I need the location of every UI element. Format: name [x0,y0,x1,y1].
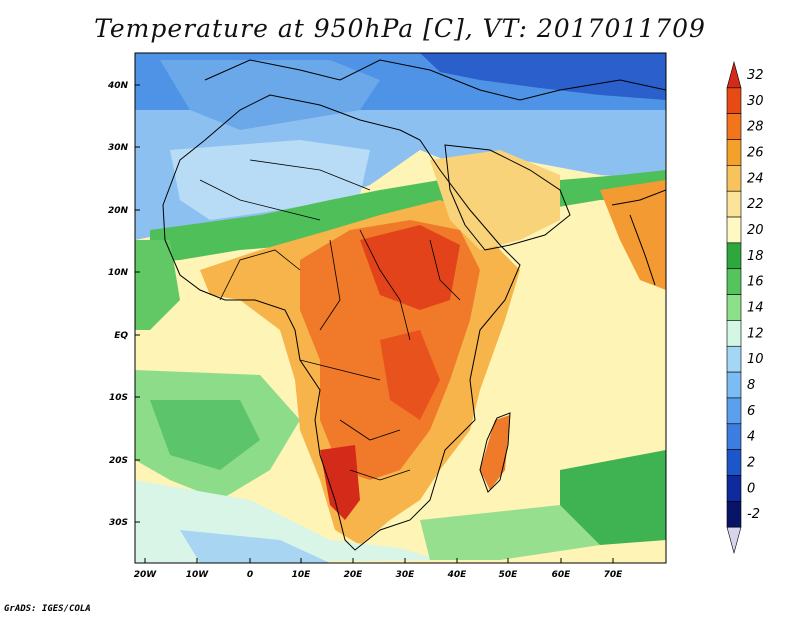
field-green-south-indian [560,450,666,545]
x-tick-label: 20W [134,570,158,580]
colorbar-label: 30 [747,94,764,109]
x-tick-label: 60E [552,570,572,580]
colorbar-swatch [726,501,742,528]
field-arabia [430,150,560,250]
colorbar-swatch [726,423,742,450]
plot-frame [134,52,667,564]
x-tick-label: 0 [247,570,253,580]
colorbar-swatch [726,139,742,166]
colorbar-swatch [726,475,742,502]
field-darkblue-north [420,53,666,100]
field-very-hot [360,225,460,310]
colorbar-swatch [726,190,742,218]
field-lightblue-sahara [170,140,370,220]
y-tick-label: 30S [109,518,128,528]
field-bluish-south [180,530,330,563]
colorbar-label: 2 [747,456,755,471]
colorbar-label: 6 [747,404,755,419]
x-tick-label: 20E [344,570,364,580]
africa-coastline [162,94,521,551]
colorbar-label: 26 [747,145,764,160]
colorbar-label: 8 [747,378,755,393]
colorbar-swatch [726,371,742,399]
madagascar-coastline [479,412,511,493]
colorbar-label: 28 [747,120,764,135]
arabia-coastline [444,144,571,251]
map-field [135,53,666,563]
x-tick-label: 50E [499,570,519,580]
europe-coastline [204,59,666,101]
colorbar-swatch [726,345,742,373]
colorbar-label: 20 [747,223,764,238]
field-green-atlantic [135,240,180,330]
y-tick-label: 20S [109,456,128,466]
colorbar-label: 0 [747,481,755,496]
y-tick-label: 10S [109,393,128,403]
colorbar-swatch [726,268,742,295]
colorbar-swatch [726,526,742,555]
x-tick-label: 70E [604,570,624,580]
y-tick-label: EQ [114,331,128,341]
field-very-hot-south [320,445,360,520]
colorbar-label: 14 [747,301,764,316]
map-title: Temperature at 950hPa [C], VT: 201701170… [94,14,706,43]
colorbar-swatch [726,113,742,140]
footer-credit: GrADS: IGES/COLA [4,604,91,614]
y-tick-label: 10N [108,268,129,278]
colorbar-swatch [726,242,742,270]
x-axis: 20W 10W 0 10E 20E 30E 40E 50E 60E 70E [134,558,623,580]
interior-borders [199,159,461,481]
x-tick-label: 10E [292,570,312,580]
colorbar-label: -2 [747,507,760,522]
field-hot-east [380,330,440,420]
colorbar-swatch [726,397,742,425]
field-green-south-atlantic-inner [150,400,260,470]
coastlines [162,59,666,551]
india-coastline [611,189,666,286]
x-tick-label: 40E [447,570,468,580]
colorbar-label: 18 [747,249,764,264]
colorbar-swatch [726,320,742,347]
colorbar-label: 12 [747,326,764,341]
x-tick-label: 30E [396,570,416,580]
field-green-south-indian-light [420,505,600,560]
field-india [600,180,666,290]
y-tick-label: 30N [108,143,129,153]
colorbar-swatch [726,60,742,89]
colorbar-label: 22 [747,197,764,212]
colorbar-label: 4 [747,430,755,445]
y-tick-label: 20N [108,206,129,216]
colorbar-label: 16 [747,275,764,290]
colorbar-swatch [726,294,742,321]
colorbar-swatch [726,165,742,192]
colorbar-swatch [726,87,742,114]
colorbar-swatch [726,216,742,244]
colorbar-label: 32 [747,68,764,83]
colorbar-swatch [726,449,742,476]
x-tick-label: 10W [186,570,210,580]
y-axis: 40N 30N 20N 10N EQ 10S 20S 30S [107,81,140,528]
colorbar-label: 24 [747,171,764,186]
colorbar-label: 10 [747,352,764,367]
y-tick-label: 40N [107,81,129,91]
